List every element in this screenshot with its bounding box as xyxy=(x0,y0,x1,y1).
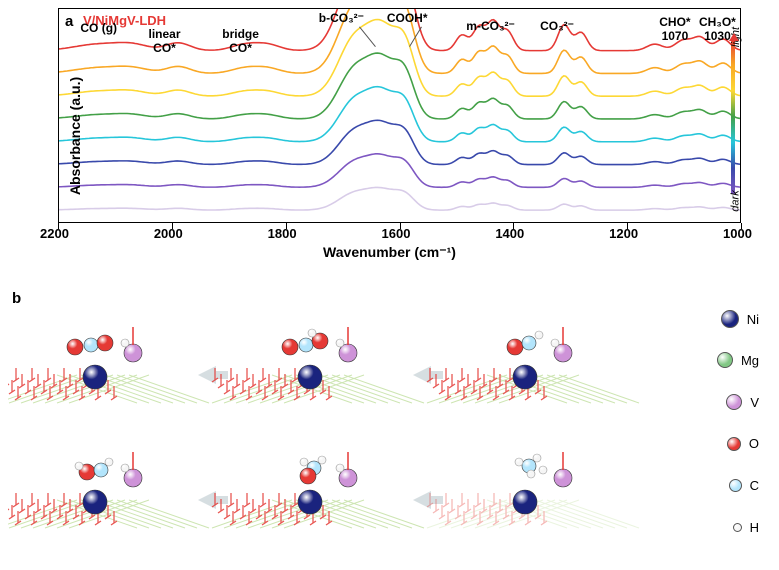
legend-ball-icon xyxy=(729,479,742,492)
atom xyxy=(84,338,98,352)
atom xyxy=(318,456,326,464)
figure-root: a V/NiMgV-LDH CO (g)linearCO*bridgeCO*b-… xyxy=(0,0,779,570)
atom xyxy=(308,329,316,337)
legend-h: H xyxy=(733,520,759,535)
atom xyxy=(535,331,543,339)
reaction-mechanism xyxy=(8,290,688,560)
x-tick-mark xyxy=(58,223,59,229)
reaction-stage xyxy=(8,327,209,403)
x-tick-mark xyxy=(627,223,628,229)
legend-ball-icon xyxy=(727,437,741,451)
legend-ball-icon xyxy=(721,310,739,328)
atom xyxy=(551,339,559,347)
panel-b-label: b xyxy=(12,290,21,307)
atom xyxy=(533,454,541,462)
atom xyxy=(97,335,113,351)
atom xyxy=(121,464,129,472)
reaction-stage xyxy=(427,327,639,403)
x-tick-mark xyxy=(172,223,173,229)
legend-ni: Ni xyxy=(721,310,759,328)
atom xyxy=(83,365,107,389)
atom xyxy=(299,338,313,352)
atom xyxy=(522,336,536,350)
atom xyxy=(300,468,316,484)
atom xyxy=(507,339,523,355)
peak-pointers xyxy=(59,9,740,222)
panel-a: a V/NiMgV-LDH CO (g)linearCO*bridgeCO*b-… xyxy=(8,8,771,263)
legend-o: O xyxy=(727,436,759,451)
legend-mg: Mg xyxy=(717,352,759,368)
atom xyxy=(298,365,322,389)
y-axis-label: Absorbance (a.u.) xyxy=(67,76,83,194)
atom xyxy=(94,463,108,477)
lattice xyxy=(8,493,209,528)
reaction-stage xyxy=(427,452,639,528)
x-tick: 1400 xyxy=(495,226,524,241)
atom xyxy=(67,339,83,355)
legend-c: C xyxy=(729,478,759,493)
atom xyxy=(527,470,535,478)
x-tick: 1600 xyxy=(382,226,411,241)
legend-text: Mg xyxy=(741,353,759,368)
atom xyxy=(83,490,107,514)
panel-b: b Ni Mg V O C H xyxy=(8,290,771,562)
x-tick: 2200 xyxy=(40,226,69,241)
atom xyxy=(336,464,344,472)
atom xyxy=(513,490,537,514)
reaction-stage xyxy=(212,452,424,528)
atom xyxy=(513,365,537,389)
atom xyxy=(515,458,523,466)
legend-ball-icon xyxy=(717,352,733,368)
atom xyxy=(298,490,322,514)
gradient-arrowhead xyxy=(729,33,739,41)
atom xyxy=(121,339,129,347)
x-tick-mark xyxy=(741,223,742,229)
x-tick: 1800 xyxy=(268,226,297,241)
legend-text: Ni xyxy=(747,312,759,327)
x-tick: 1200 xyxy=(609,226,638,241)
x-tick-mark xyxy=(400,223,401,229)
atom xyxy=(554,469,572,487)
atom xyxy=(336,339,344,347)
legend-text: H xyxy=(750,520,759,535)
x-axis-label: Wavenumber (cm⁻¹) xyxy=(323,244,456,261)
legend-text: C xyxy=(750,478,759,493)
reaction-stage xyxy=(212,327,424,403)
atom xyxy=(105,458,113,466)
x-tick-mark xyxy=(286,223,287,229)
x-tick: 1000 xyxy=(723,226,752,241)
legend-text: O xyxy=(749,436,759,451)
spectra-chart: a V/NiMgV-LDH CO (g)linearCO*bridgeCO*b-… xyxy=(58,8,741,223)
legend-v: V xyxy=(726,394,759,410)
atom xyxy=(75,462,83,470)
atom xyxy=(300,458,308,466)
x-tick-mark xyxy=(513,223,514,229)
x-tick: 2000 xyxy=(154,226,183,241)
atom xyxy=(282,339,298,355)
atom xyxy=(539,466,547,474)
reaction-stage xyxy=(8,452,209,528)
legend-text: V xyxy=(750,395,759,410)
lattice xyxy=(8,368,209,403)
legend-ball-icon xyxy=(733,523,742,532)
legend-ball-icon xyxy=(726,394,742,410)
